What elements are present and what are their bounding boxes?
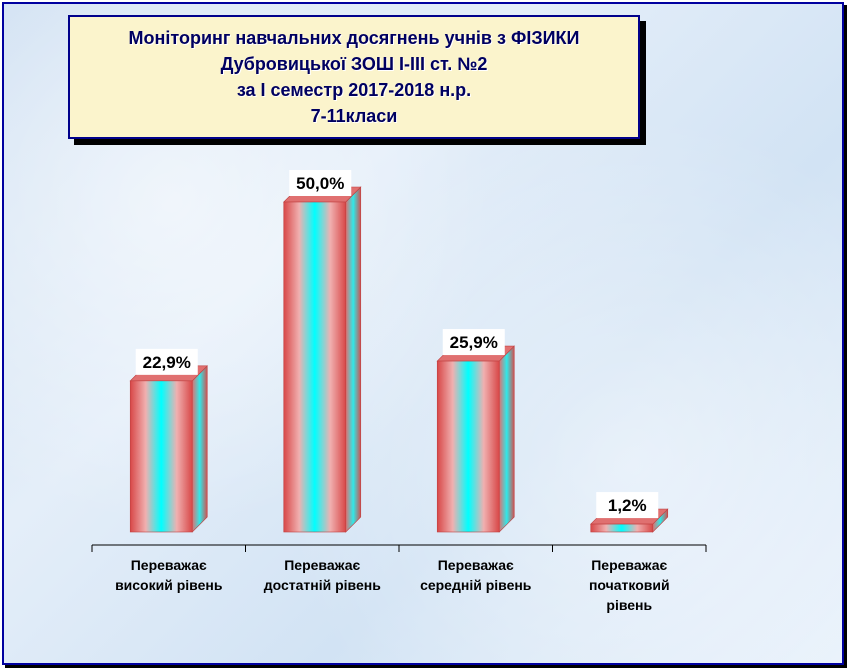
category-label: високий рівень: [115, 577, 223, 593]
title-line-4: 7-11класи: [310, 106, 398, 126]
bar-front: [283, 201, 347, 533]
data-label: 25,9%: [442, 329, 505, 356]
data-label-bg: [596, 492, 659, 519]
data-label: 22,9%: [135, 348, 198, 375]
bar-front: [436, 360, 500, 533]
category-axis: Переважає високий рівень Переважає достатні…: [91, 544, 707, 613]
category-label: Переважає: [131, 557, 207, 573]
category-label: Переважає: [284, 557, 360, 573]
bar-front: [590, 523, 654, 533]
bar: [436, 345, 515, 533]
bar-side: [498, 345, 515, 533]
bar-front: [129, 380, 193, 533]
data-label-text: 22,9%: [143, 353, 191, 372]
category-label: початковий: [589, 577, 670, 593]
data-label-bg: [442, 329, 505, 356]
category-label: Переважає: [591, 557, 667, 573]
category-label: достатній рівень: [264, 577, 381, 593]
chart-title: Моніторинг навчальних досягнень учнів з …: [68, 15, 640, 139]
category-label: рівень: [606, 597, 652, 613]
category-label: середній рівень: [420, 577, 532, 593]
title-line-2: Дубровицької ЗОШ І-ІІІ ст. №2: [220, 54, 488, 74]
bar-side: [345, 186, 362, 533]
bar: [283, 186, 362, 533]
data-label-bg: [135, 348, 198, 375]
data-label-text: 25,9%: [450, 333, 498, 352]
category-label: Переважає: [438, 557, 514, 573]
data-label-text: 50,0%: [296, 174, 344, 193]
data-label-bg: [289, 170, 352, 196]
title-line-1: Моніторинг навчальних досягнень учнів з …: [128, 28, 580, 48]
data-label: 1,2%: [596, 492, 659, 519]
data-label-text: 1,2%: [608, 496, 647, 515]
bar: [129, 365, 208, 533]
title-line-3: за І семестр 2017-2018 н.р.: [236, 80, 472, 100]
data-label: 50,0%: [289, 170, 352, 196]
bar-side: [191, 365, 208, 533]
bars-layer: 22,9% 50,0% 25,9% 1,2%: [129, 170, 669, 533]
